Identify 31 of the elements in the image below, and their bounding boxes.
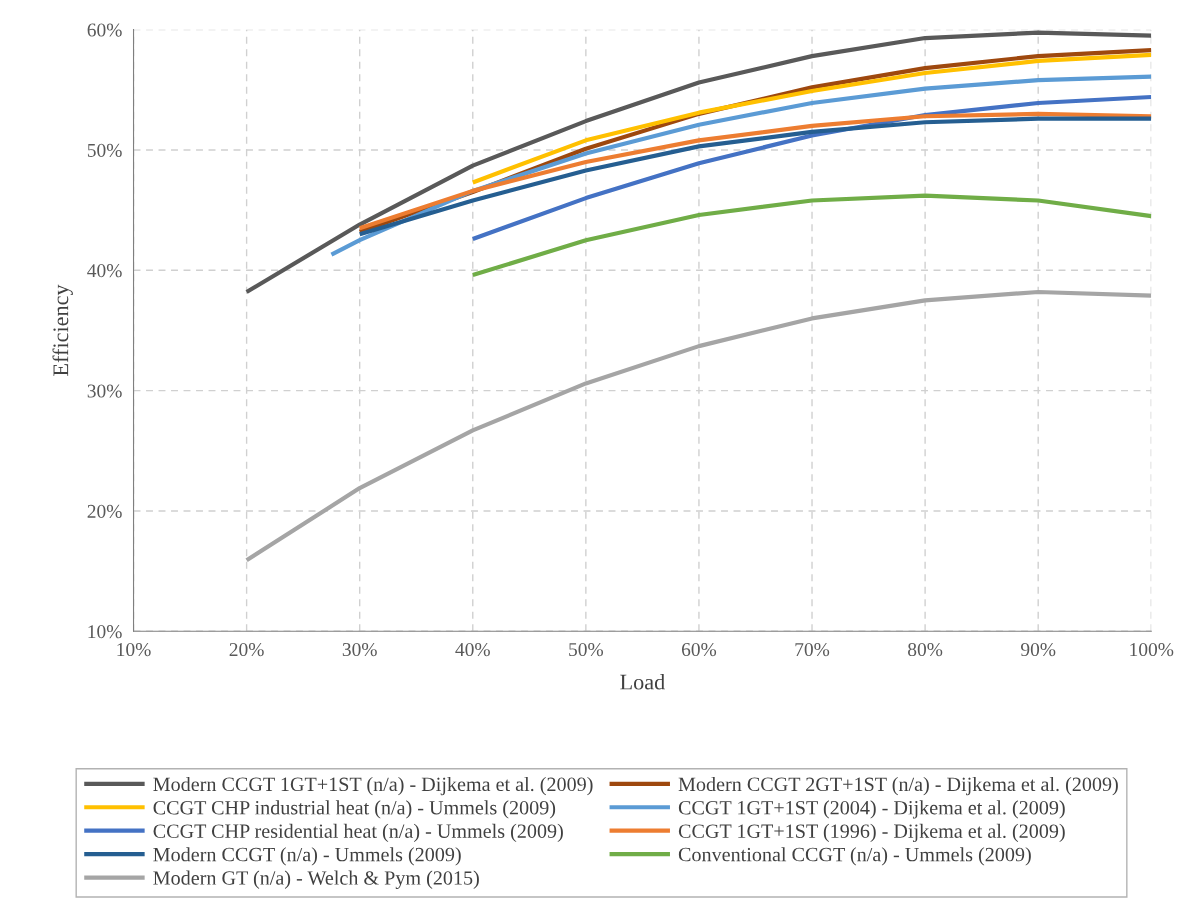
x-tick-label: 40% [455, 642, 490, 657]
y-tick-label: 20% [87, 504, 122, 518]
y-tick-label: 30% [87, 384, 122, 398]
legend-label: CCGT 1GT+1ST (2004) - Dijkema et al. (2009) [678, 800, 1065, 819]
legend-label: Conventional CCGT (n/a) - Ummels (2009) [678, 847, 1031, 866]
line-series [470, 52, 1152, 185]
x-tick-label: 100% [1130, 642, 1174, 657]
legend-label: Modern CCGT 2GT+1ST (n/a) - Dijkema et al. (2009) [678, 776, 1118, 796]
line-series [244, 30, 1152, 295]
x-tick-label: 30% [342, 642, 377, 657]
y-tick-label: 60% [87, 23, 122, 37]
legend-label: Modern CCGT (n/a) - Ummels (2009) [153, 847, 461, 866]
x-tick-label: 80% [908, 642, 943, 657]
legend-label: Modern CCGT 1GT+1ST (n/a) - Dijkema et al. (2009) [153, 776, 593, 796]
legend-label: CCGT CHP residential heat (n/a) - Ummels (2009) [153, 823, 563, 843]
x-tick-label: 20% [229, 642, 264, 657]
x-tick-label: 10% [117, 642, 151, 657]
x-tick-label: 50% [569, 642, 604, 657]
y-tick-label: 50% [87, 143, 122, 157]
x-tick-label: 90% [1020, 642, 1056, 657]
line-series [470, 193, 1152, 278]
legend-label: CCGT CHP industrial heat (n/a) - Ummels (2009) [153, 800, 556, 819]
y-tick-label: 10% [88, 625, 122, 639]
y-tick-label: 40% [87, 264, 122, 278]
line-series [244, 289, 1152, 563]
x-axis-title: Load [620, 673, 665, 690]
y-axis-title: Efficiency [52, 284, 73, 376]
x-tick-label: 60% [681, 642, 717, 657]
legend-label: CCGT 1GT+1ST (1996) - Dijkema et al. (2009) [678, 823, 1065, 843]
legend-label: Modern GT (n/a) - Welch & Pym (2015) [153, 870, 479, 889]
x-tick-label: 70% [795, 642, 830, 657]
